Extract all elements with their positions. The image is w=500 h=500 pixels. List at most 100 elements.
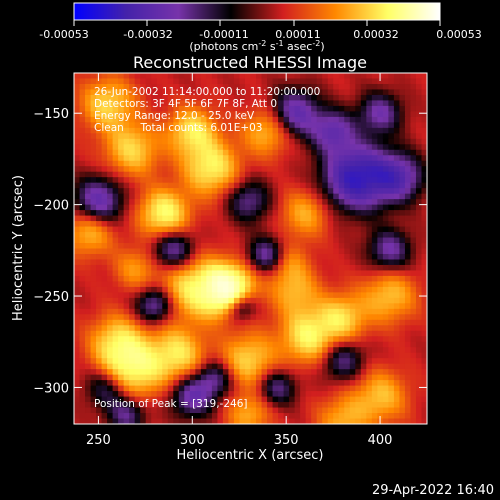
- heatmap-cell: [211, 166, 219, 173]
- heatmap-cell: [244, 138, 252, 145]
- heatmap-cell: [250, 226, 257, 233]
- heatmap-cell: [228, 270, 235, 277]
- heatmap-cell: [140, 347, 147, 354]
- heatmap-cell: [200, 402, 207, 409]
- heatmap-cell: [195, 226, 202, 233]
- heatmap-cell: [327, 325, 334, 332]
- heatmap-cell: [123, 73, 130, 80]
- heatmap-cell: [410, 330, 417, 337]
- heatmap-cell: [415, 210, 423, 217]
- heatmap-cell: [233, 188, 241, 195]
- heatmap-cell: [90, 369, 97, 376]
- heatmap-cell: [123, 325, 130, 332]
- heatmap-cell: [217, 374, 224, 381]
- heatmap-cell: [195, 303, 202, 310]
- heatmap-cell: [112, 94, 119, 102]
- heatmap-cell: [140, 111, 147, 118]
- heatmap-cell: [107, 325, 114, 332]
- heatmap-cell: [85, 325, 92, 332]
- heatmap-cell: [79, 264, 86, 272]
- heatmap-cell: [178, 177, 185, 184]
- heatmap-cell: [101, 155, 108, 162]
- heatmap-cell: [256, 89, 263, 96]
- heatmap-cell: [410, 133, 417, 140]
- heatmap-cell: [289, 83, 296, 91]
- heatmap-cell: [410, 155, 417, 162]
- heatmap-cell: [90, 330, 97, 337]
- heatmap-cell: [283, 358, 290, 365]
- heatmap-cell: [228, 105, 235, 112]
- heatmap-cell: [382, 286, 389, 293]
- heatmap-cell: [360, 413, 367, 420]
- heatmap-cell: [327, 105, 334, 112]
- heatmap-cell: [79, 402, 86, 409]
- heatmap-cell: [344, 380, 351, 387]
- heatmap-cell: [167, 177, 174, 184]
- heatmap-cell: [107, 78, 114, 85]
- heatmap-cell: [145, 385, 152, 392]
- heatmap-cell: [349, 330, 356, 337]
- heatmap-cell: [222, 402, 230, 409]
- heatmap-cell: [338, 138, 345, 145]
- heatmap-cell: [195, 369, 202, 376]
- heatmap-cell: [200, 391, 207, 398]
- heatmap-cell: [377, 78, 384, 85]
- heatmap-cell: [195, 330, 202, 337]
- heatmap-cell: [123, 215, 130, 222]
- heatmap-cell: [167, 144, 174, 151]
- heatmap-cell: [79, 116, 86, 123]
- heatmap-cell: [134, 418, 141, 424]
- heatmap-cell: [173, 116, 180, 123]
- heatmap-cell: [272, 155, 279, 162]
- heatmap-cell: [184, 188, 191, 195]
- heatmap-cell: [261, 215, 268, 222]
- heatmap-cell: [222, 380, 230, 387]
- heatmap-cell: [233, 193, 241, 200]
- heatmap-cell: [167, 155, 174, 162]
- heatmap-cell: [129, 413, 136, 420]
- heatmap-cell: [189, 138, 196, 145]
- heatmap-cell: [85, 347, 92, 354]
- heatmap-cell: [388, 232, 395, 239]
- heatmap-cell: [322, 391, 329, 398]
- heatmap-cell: [217, 166, 224, 173]
- heatmap-cell: [360, 325, 367, 332]
- heatmap-cell: [382, 243, 389, 250]
- heatmap-cell: [123, 105, 130, 112]
- heatmap-cell: [316, 385, 323, 392]
- heatmap-cell: [300, 144, 307, 151]
- heatmap-cell: [377, 166, 384, 173]
- heatmap-cell: [200, 122, 207, 129]
- heatmap-cell: [228, 347, 235, 354]
- heatmap-cell: [85, 264, 92, 272]
- heatmap-cell: [393, 358, 401, 365]
- heatmap-cell: [184, 127, 191, 134]
- heatmap-cell: [311, 363, 318, 370]
- heatmap-cell: [173, 286, 180, 293]
- heatmap-cell: [151, 237, 158, 244]
- heatmap-cell: [338, 226, 345, 233]
- heatmap-cell: [382, 325, 389, 332]
- heatmap-cell: [305, 204, 312, 211]
- heatmap-cell: [228, 237, 235, 244]
- heatmap-cell: [404, 133, 412, 140]
- heatmap-cell: [250, 281, 257, 288]
- heatmap-cell: [404, 127, 412, 134]
- heatmap-cell: [101, 297, 108, 304]
- heatmap-cell: [140, 89, 147, 96]
- heatmap-cell: [366, 204, 373, 211]
- heatmap-cell: [355, 396, 362, 403]
- heatmap-cell: [283, 83, 290, 91]
- heatmap-cell: [256, 297, 263, 304]
- heatmap-cell: [112, 308, 119, 315]
- heatmap-cell: [261, 144, 268, 151]
- heatmap-cell: [305, 210, 312, 217]
- heatmap-cell: [366, 94, 373, 102]
- heatmap-cell: [140, 374, 147, 381]
- heatmap-cell: [79, 270, 86, 277]
- heatmap-cell: [404, 149, 412, 156]
- heatmap-cell: [239, 105, 246, 112]
- heatmap-cell: [333, 193, 340, 200]
- heatmap-cell: [294, 319, 301, 326]
- heatmap-cell: [112, 232, 119, 239]
